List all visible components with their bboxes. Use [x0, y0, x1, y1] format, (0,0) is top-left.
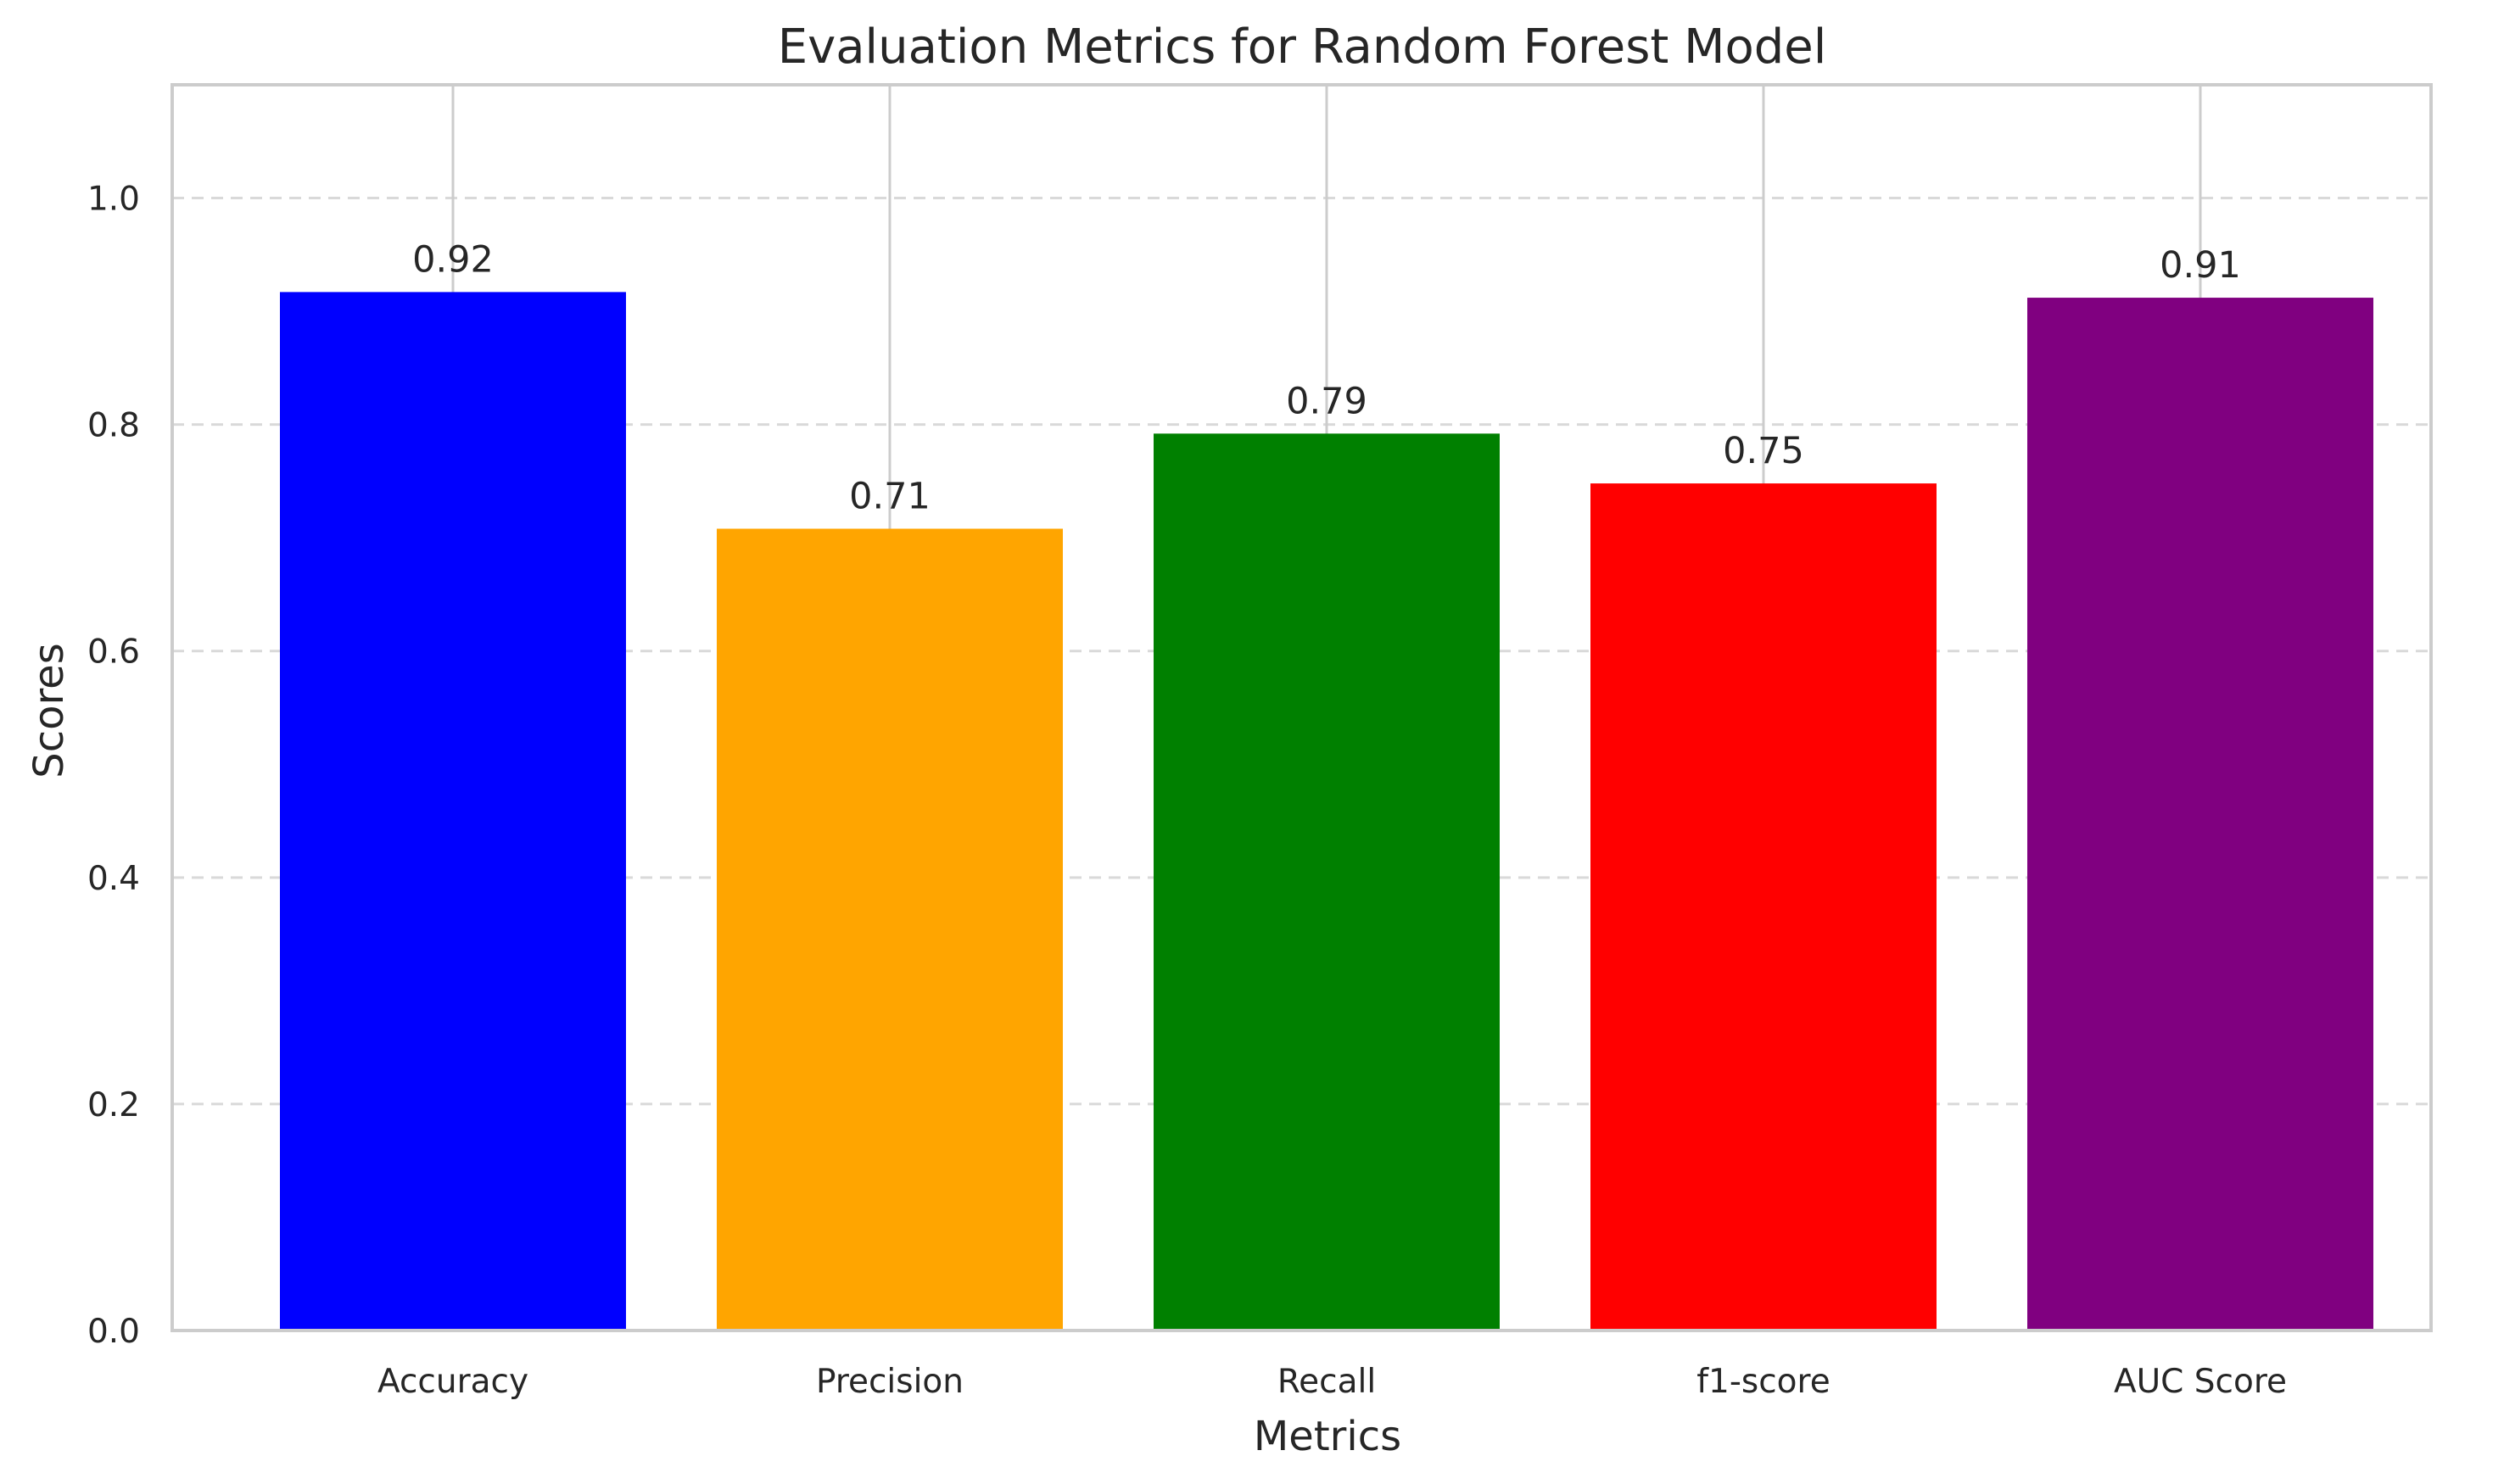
bar	[717, 528, 1063, 1331]
x-axis-label: Metrics	[1254, 1413, 1401, 1460]
y-tick-label: 0.2	[87, 1086, 140, 1124]
y-tick-label: 0.4	[87, 860, 140, 898]
bar-value-label: 0.75	[1723, 430, 1804, 472]
plot-frame	[170, 83, 2433, 1332]
x-tick-label: Recall	[1277, 1363, 1376, 1401]
y-tick-label: 0.6	[87, 633, 140, 672]
x-tick-label: Precision	[816, 1363, 964, 1401]
bar-value-label: 0.92	[412, 238, 494, 281]
bar	[280, 292, 626, 1331]
x-tick-label: AUC Score	[2114, 1363, 2287, 1401]
y-tick-label: 1.0	[87, 181, 140, 219]
y-tick-label: 0.8	[87, 407, 140, 445]
chart-title: Evaluation Metrics for Random Forest Mod…	[778, 20, 1827, 75]
bar-value-label: 0.71	[849, 475, 931, 517]
y-axis-label: Scores	[25, 643, 73, 778]
bar-value-label: 0.91	[2160, 244, 2241, 287]
bars	[280, 292, 2373, 1331]
y-tick-label: 0.0	[87, 1313, 140, 1351]
bar-value-labels: 0.92 0.71 0.79 0.75 0.91	[412, 238, 2241, 517]
y-tick-labels: 0.0 0.2 0.4 0.6 0.8 1.0	[87, 181, 140, 1351]
bar	[1590, 483, 1937, 1331]
bar	[1154, 433, 1500, 1331]
x-tick-label: Accuracy	[377, 1363, 528, 1401]
x-tick-label: f1-score	[1696, 1363, 1830, 1401]
bar	[2027, 298, 2373, 1331]
x-tick-labels: Accuracy Precision Recall f1-score AUC Score	[377, 1363, 2287, 1401]
bar-value-label: 0.79	[1286, 380, 1367, 422]
